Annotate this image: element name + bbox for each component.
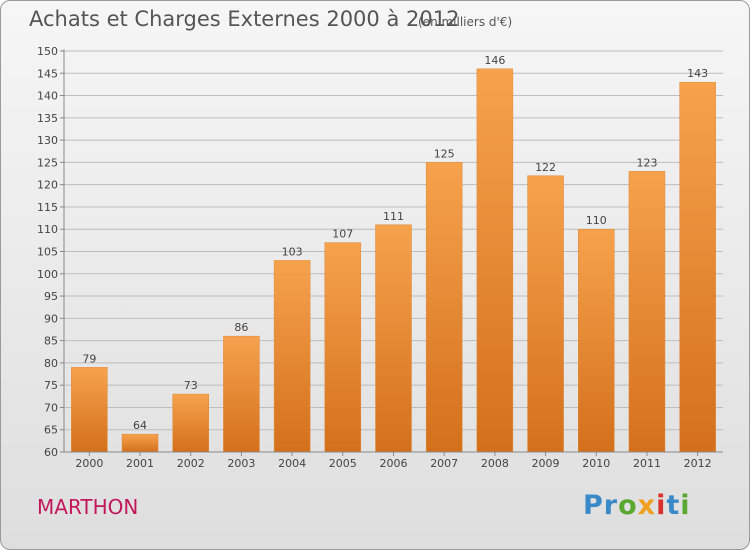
bar: [172, 393, 209, 453]
y-tick-label: 70: [44, 401, 58, 414]
bar: [273, 260, 311, 453]
commune-name: MARTHON: [37, 495, 139, 519]
x-tick-label: 2011: [633, 457, 661, 470]
x-tick-label: 2002: [177, 457, 205, 470]
bar: [223, 335, 260, 453]
bar-value-label: 64: [133, 419, 147, 432]
chart-title: Achats et Charges Externes 2000 à 2012: [29, 7, 460, 31]
x-tick-label: 2001: [126, 457, 154, 470]
bar-value-label: 125: [434, 147, 455, 160]
bar-value-label: 122: [535, 161, 556, 174]
bar-value-label: 103: [282, 245, 303, 258]
y-tick-label: 110: [37, 223, 58, 236]
y-tick-label: 120: [37, 179, 58, 192]
bars: 79 64 73 86 103 107 111 125 146 122 110 123 143: [71, 54, 716, 453]
logo-part: Pr: [583, 490, 619, 521]
y-tick-label: 130: [37, 134, 58, 147]
x-tick-label: 2004: [278, 457, 306, 470]
y-tick-label: 100: [37, 268, 58, 281]
bar: [425, 162, 463, 453]
bar: [578, 228, 615, 453]
y-tick-label: 105: [37, 246, 58, 259]
bar-value-label: 110: [586, 214, 607, 227]
y-tick-label: 150: [37, 45, 58, 58]
axes: 60 65 70 75 80 85 90 95 100 105 110 115 120 125 130 135…: [37, 45, 723, 470]
bar-value-label: 79: [82, 352, 96, 365]
bar-value-label: 86: [234, 321, 248, 334]
logo-part: o: [618, 490, 638, 521]
y-tick-label: 125: [37, 156, 58, 169]
bar: [375, 224, 412, 453]
bar: [324, 242, 362, 453]
bar-value-label: 143: [687, 67, 708, 80]
x-tick-label: 2007: [430, 457, 458, 470]
y-tick-label: 145: [37, 67, 58, 80]
x-tick-label: 2009: [532, 457, 560, 470]
logo-part: i: [680, 490, 691, 521]
bar-value-label: 146: [484, 54, 505, 67]
x-tick-label: 2005: [329, 457, 357, 470]
logo-part: i: [656, 490, 667, 521]
chart-subtitle: (en milliers d'€): [418, 15, 513, 29]
y-tick-label: 90: [44, 312, 58, 325]
x-tick-label: 2003: [227, 457, 255, 470]
y-tick-label: 75: [44, 379, 58, 392]
y-tick-label: 140: [37, 90, 58, 103]
bar-value-label: 107: [332, 228, 353, 241]
logo-part: x: [637, 490, 657, 521]
x-tick-label: 2008: [481, 457, 509, 470]
x-tick-label: 2006: [380, 457, 408, 470]
bar-value-label: 111: [383, 210, 404, 223]
y-tick-label: 115: [37, 201, 58, 214]
y-tick-label: 135: [37, 112, 58, 125]
bar: [679, 81, 716, 453]
bar: [476, 68, 514, 453]
logo-part: t: [666, 490, 681, 521]
y-tick-label: 95: [44, 290, 58, 303]
y-tick-label: 80: [44, 357, 58, 370]
x-tick-label: 2010: [582, 457, 610, 470]
bar-value-label: 123: [636, 156, 657, 169]
x-tick-label: 2012: [684, 457, 712, 470]
y-tick-label: 60: [44, 446, 58, 459]
bar: [121, 433, 159, 453]
y-tick-label: 65: [44, 424, 58, 437]
bar: [527, 175, 564, 453]
y-tick-label: 85: [44, 335, 58, 348]
proxiti-logo[interactable]: Proxiti: [583, 490, 691, 521]
bar: [628, 171, 666, 453]
x-tick-label: 2000: [75, 457, 103, 470]
bar: [71, 367, 108, 453]
bar-value-label: 73: [184, 379, 198, 392]
